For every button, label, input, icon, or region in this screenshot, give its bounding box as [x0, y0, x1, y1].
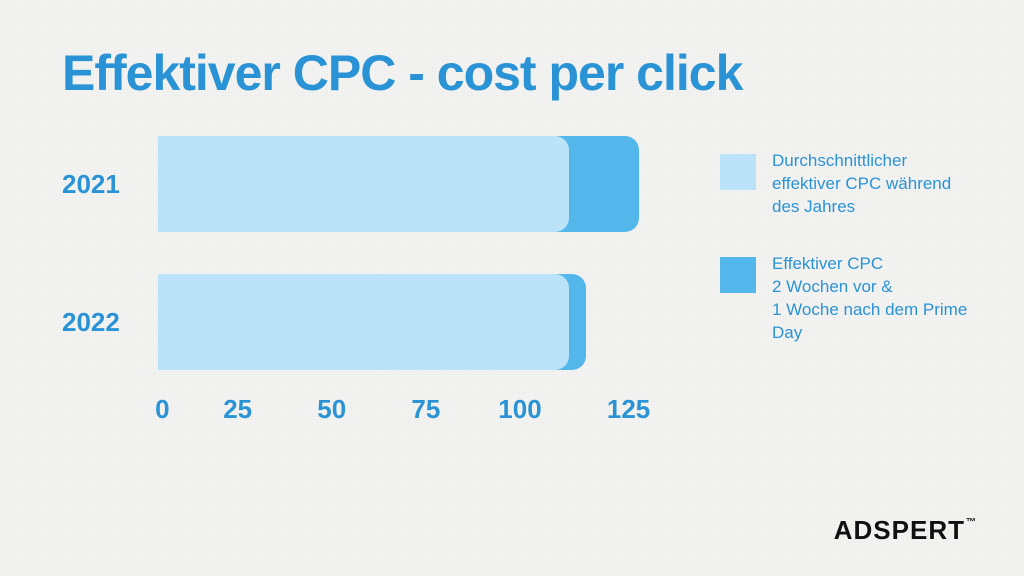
bar-track — [158, 136, 672, 232]
x-axis-tick: 100 — [498, 394, 541, 425]
x-axis-tick: 75 — [411, 394, 440, 425]
bar-avg-2022 — [158, 274, 569, 370]
x-axis-tick: 125 — [607, 394, 650, 425]
legend-item: Durchschnittlicher effektiver CPC währen… — [720, 150, 980, 219]
bar-avg-2021 — [158, 136, 569, 232]
legend-swatch-prime — [720, 257, 756, 293]
y-axis-label: 2021 — [62, 169, 158, 200]
bar-chart: 2021 2022 — [62, 136, 672, 412]
brand-logo: ADSPERT™ — [834, 515, 976, 546]
chart-title: Effektiver CPC - cost per click — [62, 44, 742, 102]
trademark-icon: ™ — [966, 517, 977, 528]
x-axis-tick: 0 — [155, 394, 169, 425]
legend-item: Effektiver CPC 2 Wochen vor & 1 Woche na… — [720, 253, 980, 345]
x-axis-tick: 50 — [317, 394, 346, 425]
bar-row: 2021 — [62, 136, 672, 232]
bar-row: 2022 — [62, 274, 672, 370]
legend-label: Effektiver CPC 2 Wochen vor & 1 Woche na… — [772, 253, 980, 345]
y-axis-label: 2022 — [62, 307, 158, 338]
legend: Durchschnittlicher effektiver CPC währen… — [720, 150, 980, 379]
x-axis: 0 25 50 75 100 125 — [158, 394, 672, 425]
bar-track — [158, 274, 672, 370]
brand-text: ADSPERT — [834, 515, 965, 545]
legend-label: Durchschnittlicher effektiver CPC währen… — [772, 150, 980, 219]
legend-swatch-avg — [720, 154, 756, 190]
x-axis-tick: 25 — [223, 394, 252, 425]
